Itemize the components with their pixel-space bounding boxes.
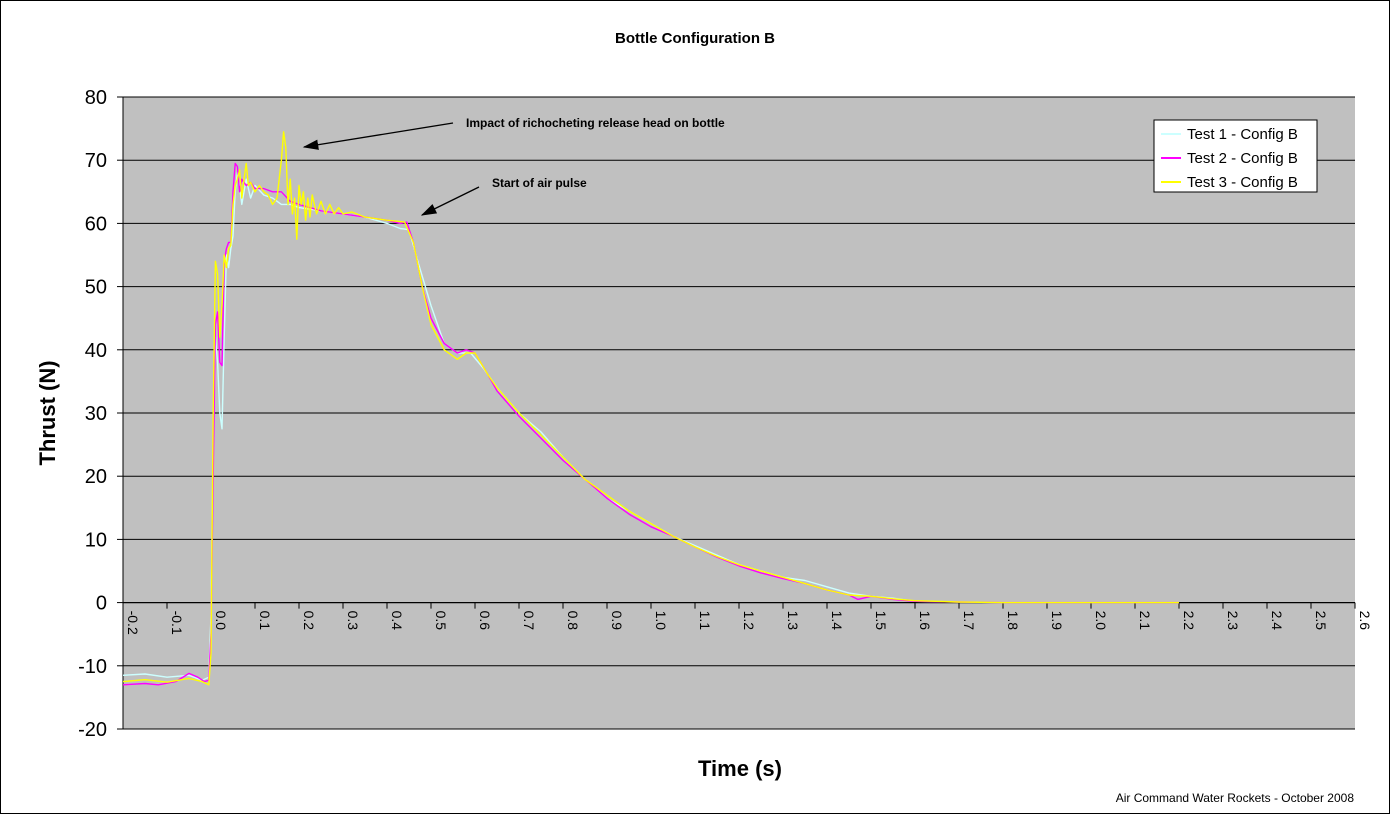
y-tick-label: 30 — [85, 403, 107, 425]
x-tick-label: 2.1 — [1137, 611, 1153, 631]
x-tick-label: 1.3 — [785, 611, 801, 631]
x-tick-label: 0.8 — [565, 611, 581, 631]
series-line-test-3 — [122, 131, 1179, 686]
x-tick-label: 2.6 — [1357, 611, 1373, 631]
x-tick-label: 1.0 — [653, 611, 669, 631]
x-tick-label: 0.2 — [301, 611, 317, 631]
series-line-test-1 — [122, 172, 1179, 681]
y-tick-label: 70 — [85, 150, 107, 172]
annotation-impact: Impact of richocheting release head on b… — [466, 116, 725, 130]
x-tick-label: 2.2 — [1181, 611, 1197, 631]
x-tick-label: 1.6 — [917, 611, 933, 631]
annotation-air-pulse: Start of air pulse — [492, 176, 587, 190]
y-tick-label: 0 — [96, 593, 107, 615]
annotation-arrow-impact — [302, 122, 454, 150]
x-tick-label: 2.4 — [1269, 611, 1285, 631]
x-tick-label: 0.4 — [389, 611, 405, 631]
annotations: Impact of richocheting release head on b… — [302, 116, 725, 216]
x-tick-label: 1.2 — [741, 611, 757, 631]
x-tick-label: 1.9 — [1049, 611, 1065, 631]
y-tick-label: -10 — [78, 656, 107, 678]
legend-label-test-2: Test 2 - Config B — [1187, 150, 1298, 167]
x-tick-label: 2.0 — [1093, 611, 1109, 631]
y-tick-label: 40 — [85, 340, 107, 362]
x-tick-label: 0.1 — [257, 611, 273, 631]
x-tick-label: 2.5 — [1313, 611, 1329, 631]
y-axis-label: Thrust (N) — [35, 360, 60, 465]
x-axis-tick-labels: -0.2 -0.1 0.0 0.1 0.2 0.3 0.4 0.5 0.6 0.7 0.8 0.9 1.… — [122, 602, 1373, 635]
data-series — [122, 131, 1179, 686]
x-tick-label: 0.3 — [345, 611, 361, 631]
y-tick-label: 60 — [85, 213, 107, 235]
legend-box — [1153, 119, 1318, 193]
x-tick-label: 0.7 — [521, 611, 537, 631]
y-tick-label: 50 — [85, 277, 107, 299]
y-tick-label: 10 — [85, 529, 107, 551]
x-tick-label: 2.3 — [1225, 611, 1241, 631]
x-tick-label: 0.9 — [609, 611, 625, 631]
annotation-arrow-air-pulse — [420, 186, 480, 216]
x-tick-label: 0.6 — [477, 611, 493, 631]
y-tick-label: 80 — [85, 87, 107, 109]
y-axis-tick-labels: 80 70 60 50 40 30 20 10 0 -10 -20 — [78, 87, 123, 741]
y-tick-label: 20 — [85, 466, 107, 488]
x-tick-label: 1.1 — [697, 611, 713, 631]
x-axis-label: Time (s) — [698, 756, 782, 781]
x-tick-label: 1.8 — [1005, 611, 1021, 631]
legend-label-test-1: Test 1 - Config B — [1187, 126, 1298, 143]
x-tick-label: 1.4 — [829, 611, 845, 631]
x-tick-label: -0.1 — [169, 611, 185, 635]
x-tick-label: -0.2 — [125, 611, 141, 635]
y-tick-label: -20 — [78, 719, 107, 741]
legend-label-test-3: Test 3 - Config B — [1187, 174, 1298, 191]
gridlines — [123, 96, 1355, 730]
chart-title: Bottle Configuration B — [615, 30, 775, 47]
x-tick-label: 1.7 — [961, 611, 977, 631]
x-tick-label: 0.0 — [213, 611, 229, 631]
legend: Test 1 - Config B Test 2 - Config B Test… — [1153, 119, 1318, 193]
x-tick-label: 1.5 — [873, 611, 889, 631]
x-tick-label: 0.5 — [433, 611, 449, 631]
footer-credit: Air Command Water Rockets - October 2008 — [1116, 791, 1355, 805]
